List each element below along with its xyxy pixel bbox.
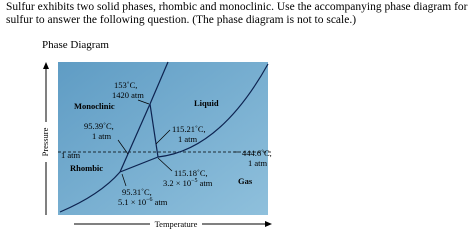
label: Liquid bbox=[194, 98, 219, 108]
diagram-area bbox=[58, 62, 268, 215]
phase-boundary bbox=[157, 63, 269, 158]
phase-boundary bbox=[149, 61, 169, 105]
label: 115.18˚C, 3.2 × 10−5 atm bbox=[163, 168, 213, 188]
question-line: Sulfur exhibits two solid phases, rhombi… bbox=[6, 1, 468, 13]
label: 444.6˚C, 1 atm bbox=[242, 148, 272, 168]
pointer bbox=[121, 173, 127, 187]
label: 153˚C, 1420 atm bbox=[112, 80, 144, 100]
phase-boundary bbox=[119, 103, 151, 173]
label-bg bbox=[40, 122, 52, 162]
label: 1 atm bbox=[61, 150, 81, 160]
pointer bbox=[155, 129, 171, 145]
label: Gas bbox=[238, 176, 253, 186]
label: 95.31˚C, 5.1 × 10−6 atm bbox=[118, 187, 168, 207]
arrowhead bbox=[43, 62, 49, 69]
phase-boundary bbox=[149, 103, 159, 158]
pointer bbox=[117, 139, 129, 155]
pointer bbox=[137, 99, 150, 105]
diagram-title: Phase Diagram bbox=[42, 39, 109, 51]
question-line: sulfur to answer the following question.… bbox=[6, 14, 357, 26]
pointer bbox=[157, 157, 173, 172]
label-bg bbox=[150, 218, 202, 230]
question: Sulfur exhibits two solid phases, rhombi… bbox=[6, 1, 468, 27]
label: Monoclinic bbox=[74, 101, 115, 111]
phase-boundary bbox=[119, 156, 159, 173]
y-axis-label: Pressure bbox=[40, 127, 50, 156]
label: 115.21˚C, 1 atm bbox=[172, 124, 206, 144]
arrowhead bbox=[265, 221, 272, 227]
label: Rhombic bbox=[70, 163, 103, 173]
label: 95.39˚C, 1 atm bbox=[84, 121, 114, 141]
x-axis-label: Temperature bbox=[155, 219, 198, 229]
phase-boundary bbox=[59, 171, 121, 213]
